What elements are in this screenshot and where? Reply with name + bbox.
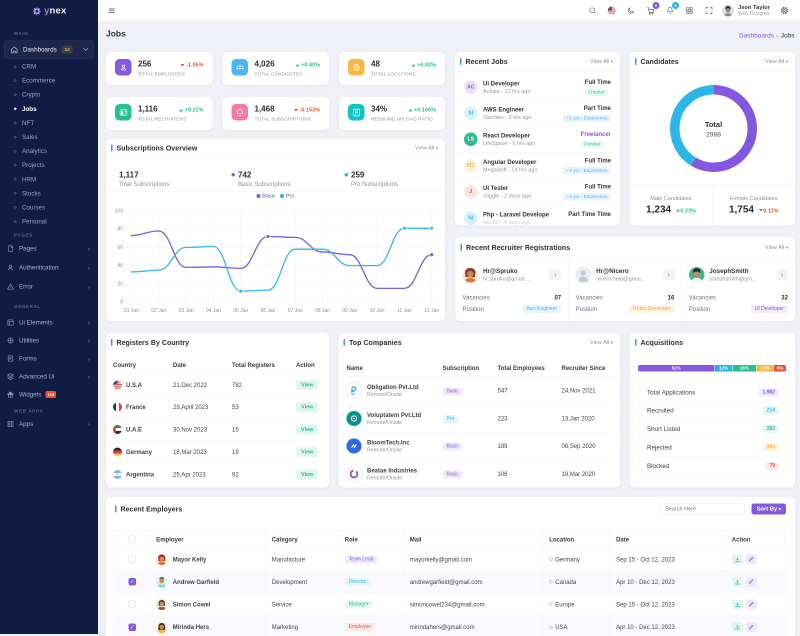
svg-text:09 Jan: 09 Jan [342, 308, 357, 314]
svg-text:Total: Total [705, 120, 722, 129]
svg-text:06 Jan: 06 Jan [260, 308, 275, 314]
svg-text:0: 0 [120, 300, 123, 306]
svg-text:2988: 2988 [706, 132, 721, 139]
svg-text:80: 80 [117, 227, 123, 233]
svg-text:02 Jan: 02 Jan [151, 308, 166, 314]
svg-text:11 Jan: 11 Jan [397, 308, 412, 314]
svg-text:60: 60 [117, 245, 123, 251]
svg-text:04 Jan: 04 Jan [206, 308, 221, 314]
svg-text:12 Jan: 12 Jan [424, 308, 439, 314]
svg-text:01 Jan: 01 Jan [124, 308, 139, 314]
svg-text:10 Jan: 10 Jan [370, 308, 385, 314]
svg-text:100: 100 [115, 209, 124, 215]
svg-text:08 Jan: 08 Jan [315, 308, 330, 314]
svg-text:40: 40 [117, 263, 123, 269]
svg-text:20: 20 [117, 281, 123, 287]
svg-text:03 Jan: 03 Jan [179, 308, 194, 314]
svg-text:05 Jan: 05 Jan [233, 308, 248, 314]
svg-text:07 Jan: 07 Jan [288, 308, 303, 314]
